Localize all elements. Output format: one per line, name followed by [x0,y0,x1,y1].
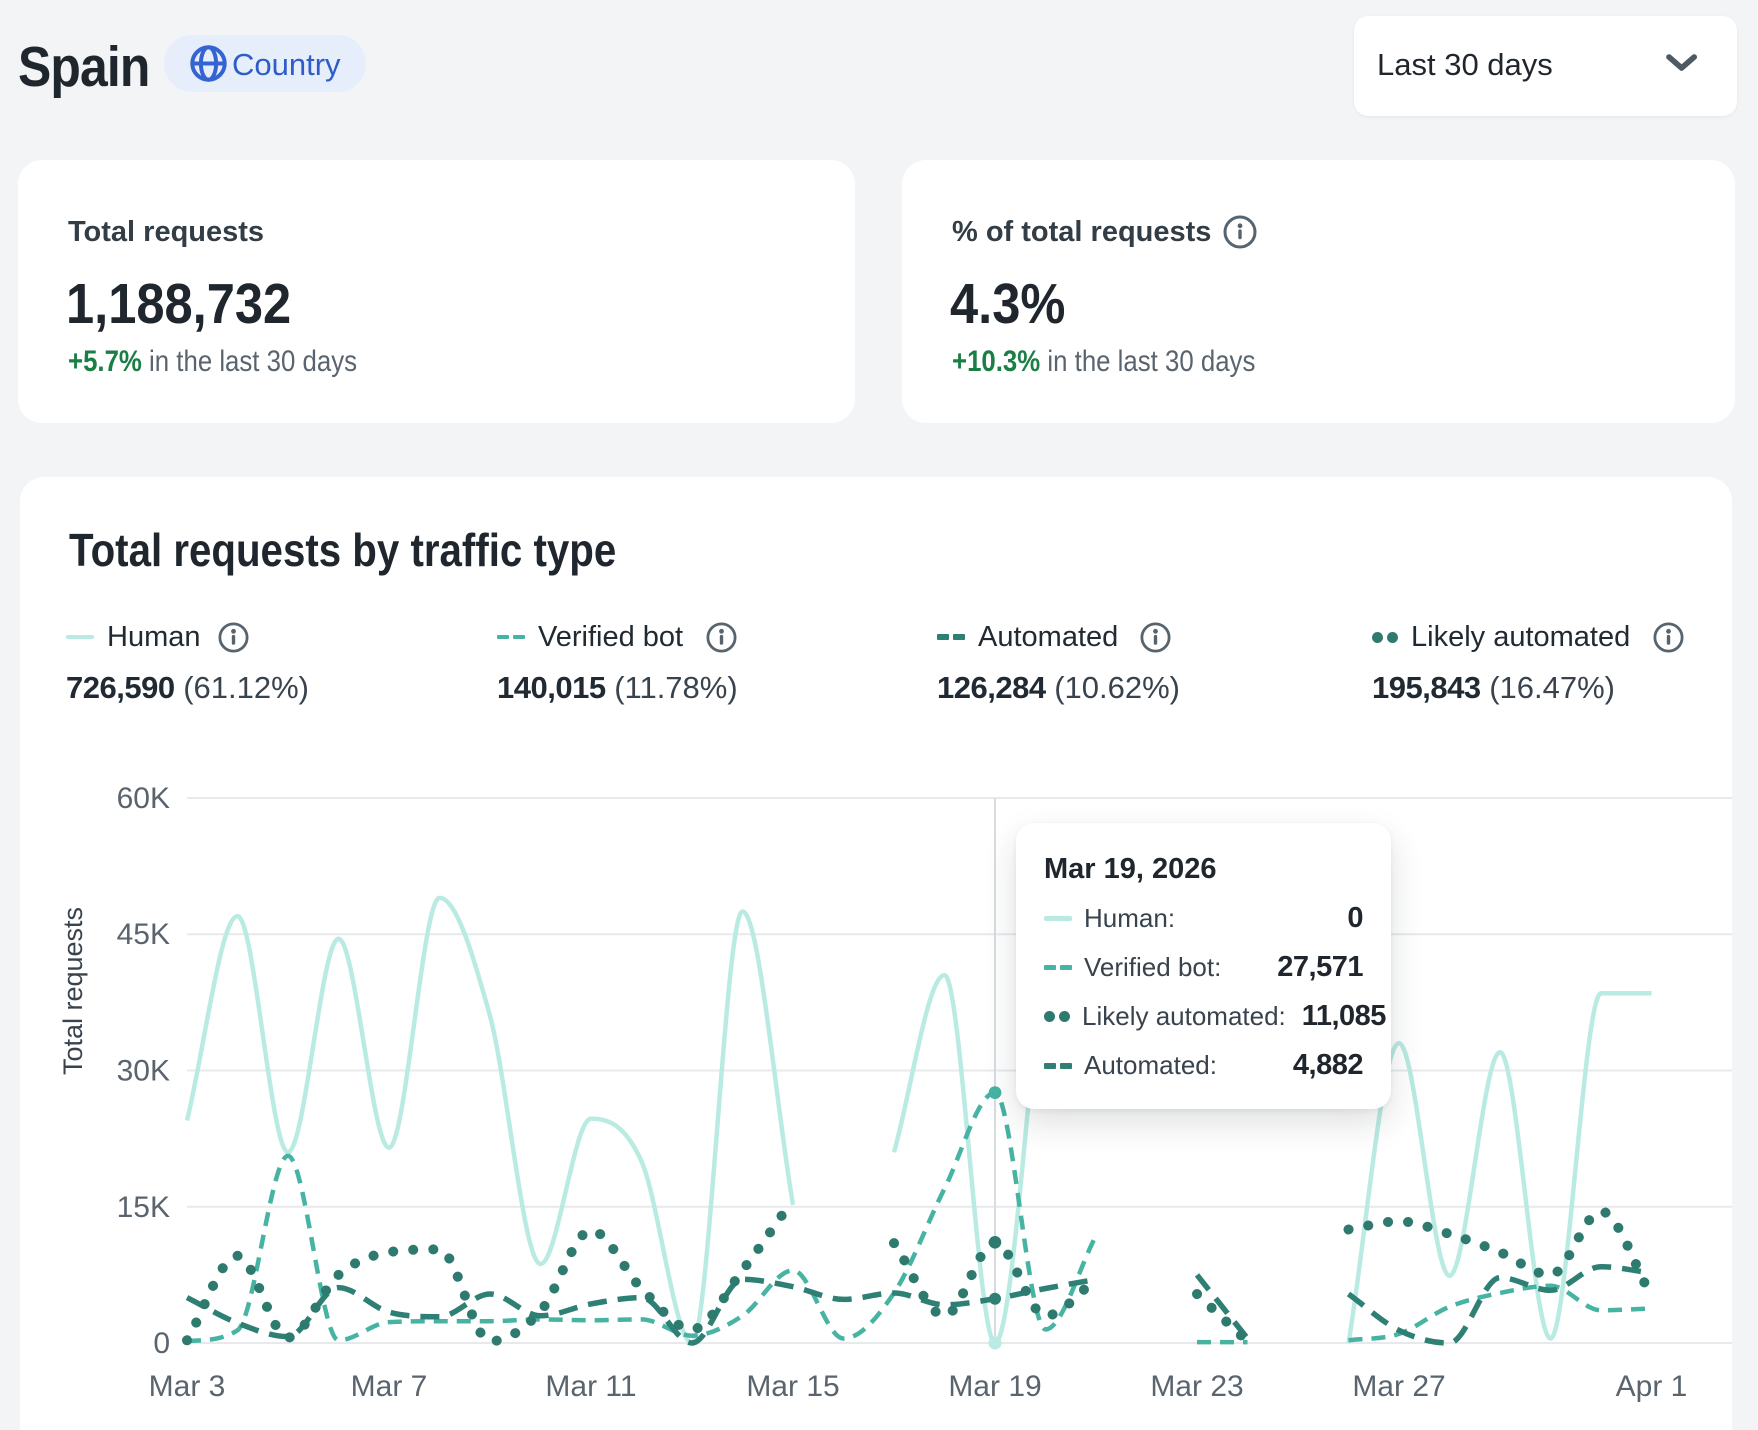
svg-text:15K: 15K [117,1191,170,1224]
svg-text:45K: 45K [117,918,170,951]
svg-text:Apr 1: Apr 1 [1616,1370,1688,1403]
svg-text:Mar 7: Mar 7 [351,1370,428,1403]
svg-text:30K: 30K [117,1055,170,1088]
svg-text:Mar 23: Mar 23 [1150,1370,1243,1403]
svg-text:Mar 15: Mar 15 [746,1370,839,1403]
svg-text:Mar 27: Mar 27 [1352,1370,1445,1403]
svg-text:Mar 19: Mar 19 [948,1370,1041,1403]
svg-text:Total requests: Total requests [58,907,88,1075]
svg-text:60K: 60K [117,782,170,815]
svg-text:0: 0 [153,1327,170,1360]
svg-text:Mar 11: Mar 11 [545,1370,636,1403]
svg-text:Mar 3: Mar 3 [149,1370,226,1403]
